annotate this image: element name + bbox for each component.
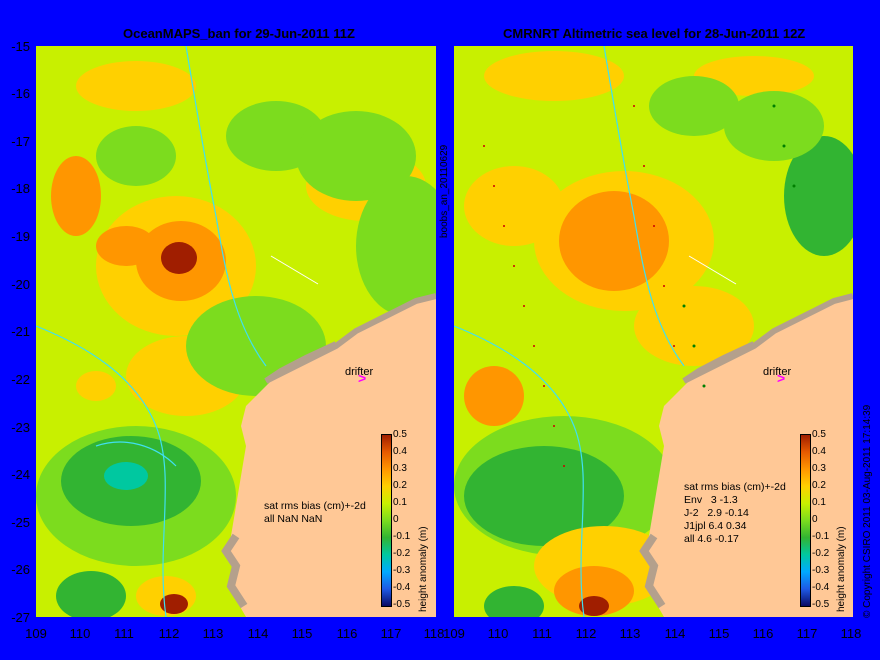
- y-tick: -16: [11, 86, 30, 101]
- y-tick: -27: [11, 610, 30, 625]
- x-tick: 109: [443, 626, 465, 641]
- x-tick: 113: [202, 626, 224, 641]
- colorbar-tick: -0.2: [812, 548, 830, 559]
- x-tick: 116: [336, 626, 358, 641]
- right-map: [454, 46, 853, 617]
- x-tick: 117: [380, 626, 402, 641]
- colorbar-tick: -0.3: [812, 565, 830, 576]
- left-drifter-label: drifter: [345, 366, 374, 378]
- left-colorbar-title: height anomaly (m): [418, 526, 429, 612]
- left-colorbar: [381, 434, 392, 607]
- right-drifter-label: drifter: [763, 366, 792, 378]
- x-tick: 109: [25, 626, 47, 641]
- colorbar-tick: -0.5: [812, 599, 830, 610]
- y-tick: -15: [11, 39, 30, 54]
- colorbar-tick: 0: [812, 514, 818, 525]
- y-tick: -24: [11, 467, 30, 482]
- y-tick: -18: [11, 181, 30, 196]
- y-tick: -26: [11, 562, 30, 577]
- colorbar-tick: 0.1: [812, 497, 826, 508]
- y-tick: -25: [11, 515, 30, 530]
- colorbar-tick: 0.4: [393, 446, 407, 457]
- x-tick: 110: [69, 626, 91, 641]
- right-colorbar-title: height anomaly (m): [836, 526, 847, 612]
- x-tick: 118: [840, 626, 862, 641]
- colorbar-tick: 0.4: [812, 446, 826, 457]
- left-map: [36, 46, 436, 617]
- colorbar-tick: 0.3: [812, 463, 826, 474]
- colorbar-tick: -0.4: [812, 582, 830, 593]
- colorbar-tick: -0.1: [812, 531, 830, 542]
- x-tick: 110: [487, 626, 509, 641]
- x-tick: 114: [247, 626, 269, 641]
- right-stats: sat rms bias (cm)+-2d Env 3 -1.3 J-2 2.9…: [684, 481, 786, 545]
- y-tick: -23: [11, 420, 30, 435]
- x-tick: 115: [291, 626, 313, 641]
- y-tick: -17: [11, 134, 30, 149]
- y-tick: -22: [11, 372, 30, 387]
- x-tick: 117: [796, 626, 818, 641]
- left-stats: sat rms bias (cm)+-2d all NaN NaN: [264, 500, 366, 525]
- x-tick: 116: [752, 626, 774, 641]
- x-tick: 115: [708, 626, 730, 641]
- colorbar-tick: 0.2: [393, 480, 407, 491]
- copyright-label: © Copyright CSIRO 2011 03-Aug-2011 17:14…: [862, 404, 873, 618]
- colorbar-tick: -0.1: [393, 531, 411, 542]
- x-tick: 113: [619, 626, 641, 641]
- x-tick: 112: [158, 626, 180, 641]
- colorbar-tick: 0.3: [393, 463, 407, 474]
- colorbar-tick: -0.5: [393, 599, 411, 610]
- colorbar-tick: -0.3: [393, 565, 411, 576]
- colorbar-tick: -0.4: [393, 582, 411, 593]
- x-tick: 111: [532, 626, 552, 641]
- y-tick: -21: [11, 324, 30, 339]
- left-drifter-arrow-icon: >: [358, 370, 367, 386]
- colorbar-tick: -0.2: [393, 548, 411, 559]
- right-map-title: CMRNRT Altimetric sea level for 28-Jun-2…: [503, 26, 806, 41]
- run-id-label: boobs_an_20110629: [439, 144, 450, 238]
- y-tick: -20: [11, 277, 30, 292]
- x-tick: 114: [664, 626, 686, 641]
- y-tick: -19: [11, 229, 30, 244]
- right-colorbar: [800, 434, 811, 607]
- colorbar-tick: 0.1: [393, 497, 407, 508]
- x-tick: 118: [423, 626, 445, 641]
- colorbar-tick: 0.2: [812, 480, 826, 491]
- left-map-title: OceanMAPS_ban for 29-Jun-2011 11Z: [123, 26, 355, 41]
- x-tick: 111: [114, 626, 134, 641]
- x-tick: 112: [575, 626, 597, 641]
- right-drifter-arrow-icon: >: [777, 370, 786, 386]
- colorbar-tick: 0.5: [393, 429, 407, 440]
- colorbar-tick: 0: [393, 514, 399, 525]
- colorbar-tick: 0.5: [812, 429, 826, 440]
